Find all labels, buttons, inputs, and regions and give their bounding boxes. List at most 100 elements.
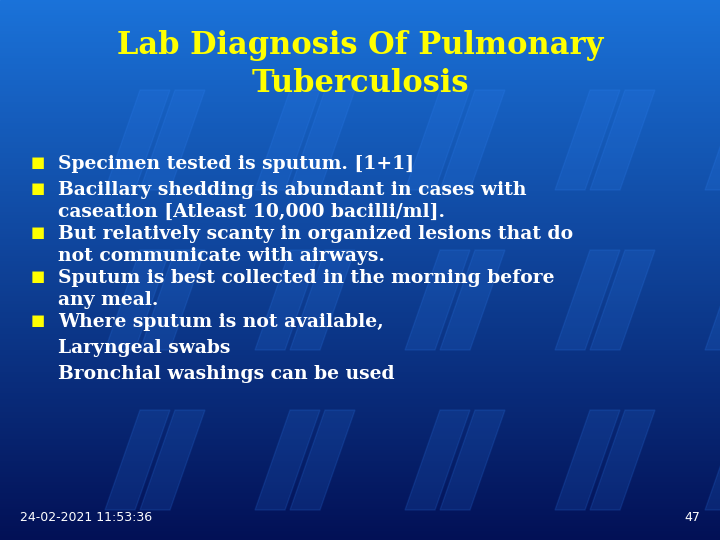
Bar bbox=[0, 11, 720, 14]
Bar bbox=[0, 289, 720, 292]
Bar bbox=[0, 394, 720, 397]
Polygon shape bbox=[555, 410, 620, 510]
Polygon shape bbox=[255, 410, 320, 510]
Bar bbox=[0, 100, 720, 103]
Bar bbox=[0, 481, 720, 483]
Bar bbox=[0, 383, 720, 386]
Bar bbox=[0, 256, 720, 259]
Polygon shape bbox=[590, 250, 655, 350]
Bar bbox=[0, 367, 720, 370]
Bar bbox=[0, 278, 720, 281]
Bar bbox=[0, 57, 720, 59]
Bar bbox=[0, 402, 720, 405]
Bar bbox=[0, 516, 720, 518]
Bar bbox=[0, 157, 720, 159]
Polygon shape bbox=[105, 90, 170, 190]
Bar bbox=[0, 108, 720, 111]
Bar bbox=[0, 451, 720, 454]
Polygon shape bbox=[555, 250, 620, 350]
Bar bbox=[0, 332, 720, 335]
Bar bbox=[0, 537, 720, 540]
Bar bbox=[0, 135, 720, 138]
Bar bbox=[0, 221, 720, 224]
Polygon shape bbox=[705, 410, 720, 510]
Bar bbox=[0, 148, 720, 151]
Bar bbox=[0, 302, 720, 305]
Bar bbox=[0, 138, 720, 140]
Bar bbox=[0, 378, 720, 381]
Bar bbox=[0, 14, 720, 16]
Bar bbox=[0, 408, 720, 410]
Bar bbox=[0, 140, 720, 143]
Bar bbox=[0, 24, 720, 27]
Bar bbox=[0, 173, 720, 176]
Bar bbox=[0, 286, 720, 289]
Bar bbox=[0, 78, 720, 81]
Bar bbox=[0, 0, 720, 3]
Bar bbox=[0, 122, 720, 124]
Bar bbox=[0, 165, 720, 167]
Bar bbox=[0, 197, 720, 200]
Bar bbox=[0, 497, 720, 500]
Bar bbox=[0, 300, 720, 302]
Bar bbox=[0, 475, 720, 478]
Bar bbox=[0, 184, 720, 186]
Polygon shape bbox=[290, 410, 355, 510]
Bar bbox=[0, 205, 720, 208]
Polygon shape bbox=[405, 90, 470, 190]
Bar bbox=[0, 124, 720, 127]
Bar bbox=[0, 38, 720, 40]
Bar bbox=[0, 159, 720, 162]
Bar bbox=[0, 227, 720, 229]
Text: But relatively scanty in organized lesions that do
not communicate with airways.: But relatively scanty in organized lesio… bbox=[58, 225, 573, 265]
Text: ■: ■ bbox=[31, 269, 45, 284]
Bar bbox=[0, 89, 720, 92]
Bar bbox=[0, 40, 720, 43]
Bar bbox=[0, 308, 720, 310]
Polygon shape bbox=[590, 410, 655, 510]
Bar bbox=[0, 194, 720, 197]
Bar bbox=[0, 181, 720, 184]
Bar bbox=[0, 329, 720, 332]
Text: 47: 47 bbox=[684, 511, 700, 524]
Bar bbox=[0, 294, 720, 297]
Polygon shape bbox=[140, 250, 205, 350]
Bar bbox=[0, 146, 720, 148]
Bar bbox=[0, 359, 720, 362]
Bar bbox=[0, 532, 720, 535]
Bar bbox=[0, 456, 720, 459]
Bar bbox=[0, 459, 720, 462]
Text: Specimen tested is sputum. [1+1]: Specimen tested is sputum. [1+1] bbox=[58, 155, 414, 173]
Bar bbox=[0, 375, 720, 378]
Bar bbox=[0, 324, 720, 327]
Bar bbox=[0, 284, 720, 286]
Bar bbox=[0, 16, 720, 19]
Polygon shape bbox=[105, 410, 170, 510]
Bar bbox=[0, 524, 720, 526]
Bar bbox=[0, 143, 720, 146]
Bar bbox=[0, 462, 720, 464]
Bar bbox=[0, 397, 720, 400]
Polygon shape bbox=[555, 90, 620, 190]
Bar bbox=[0, 273, 720, 275]
Bar bbox=[0, 321, 720, 324]
Bar bbox=[0, 154, 720, 157]
Bar bbox=[0, 116, 720, 119]
Bar bbox=[0, 208, 720, 211]
Text: ■: ■ bbox=[31, 155, 45, 170]
Bar bbox=[0, 364, 720, 367]
Bar bbox=[0, 435, 720, 437]
Bar bbox=[0, 84, 720, 86]
Bar bbox=[0, 251, 720, 254]
Bar bbox=[0, 259, 720, 262]
Bar bbox=[0, 113, 720, 116]
Bar bbox=[0, 348, 720, 351]
Text: Sputum is best collected in the morning before
any meal.: Sputum is best collected in the morning … bbox=[58, 269, 554, 309]
Bar bbox=[0, 486, 720, 489]
Polygon shape bbox=[590, 90, 655, 190]
Bar bbox=[0, 424, 720, 427]
Bar bbox=[0, 27, 720, 30]
Bar bbox=[0, 81, 720, 84]
Bar bbox=[0, 410, 720, 413]
Bar bbox=[0, 270, 720, 273]
